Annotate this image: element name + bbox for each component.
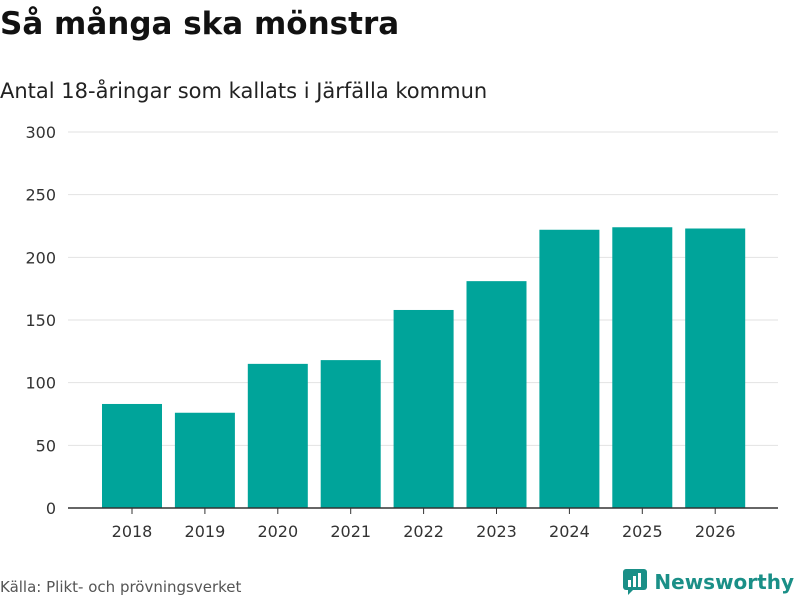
bar-2025: [612, 227, 673, 508]
chart-logo-icon: [623, 569, 648, 595]
x-tick-label: 2018: [112, 522, 153, 541]
x-tick-label: 2022: [403, 522, 444, 541]
y-tick-label: 250: [25, 186, 56, 205]
source-note: Källa: Plikt- och prövningsverket: [0, 578, 242, 596]
x-tick-label: 2021: [330, 522, 371, 541]
x-tick-label: 2020: [257, 522, 298, 541]
bars: [102, 227, 746, 509]
bar-2024: [539, 229, 600, 508]
bar-2018: [102, 403, 162, 508]
chart-title: Så många ska mönstra: [0, 6, 400, 42]
y-tick-label: 0: [46, 499, 56, 518]
x-tick-label: 2019: [185, 522, 226, 541]
bar-2021: [320, 360, 381, 508]
bar-2019: [174, 412, 235, 508]
axes: 0 50 100 150 200 250 300 2018 2019 2020 2021 2022 20…: [25, 123, 778, 541]
bar-2026: [685, 228, 746, 509]
brand-name: Newsworthy: [654, 570, 794, 594]
y-tick-label: 150: [25, 311, 56, 330]
bar-2023: [466, 281, 527, 508]
chart-subtitle: Antal 18-åringar som kallats i Järfälla …: [0, 79, 488, 103]
y-tick-label: 50: [36, 436, 56, 455]
bar-2020: [247, 363, 308, 508]
y-tick-label: 200: [25, 248, 56, 267]
x-tick-label: 2024: [549, 522, 590, 541]
y-tick-label: 300: [25, 123, 56, 142]
bar-2022: [393, 309, 454, 508]
y-tick-label: 100: [25, 374, 56, 393]
x-tick-label: 2023: [476, 522, 517, 541]
x-tick-label: 2026: [695, 522, 736, 541]
newsworthy-logo[interactable]: Newsworthy: [622, 568, 794, 596]
x-tick-label: 2025: [622, 522, 663, 541]
